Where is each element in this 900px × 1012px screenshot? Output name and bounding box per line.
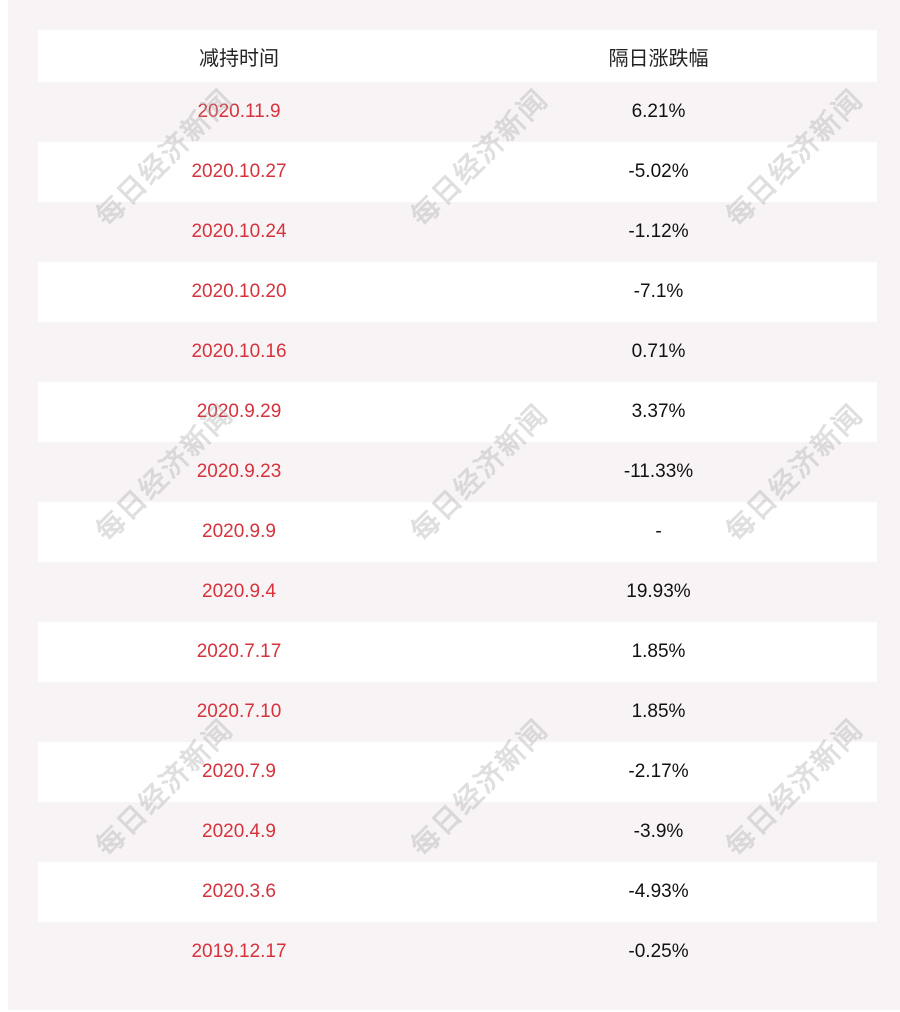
- row-change: 19.93%: [626, 581, 691, 602]
- table-header: 减持时间 隔日涨跌幅: [38, 30, 877, 82]
- table-row: 2020.9.4 19.93%: [38, 562, 877, 622]
- row-change: -4.93%: [628, 881, 689, 902]
- row-date: 2020.4.9: [202, 821, 276, 842]
- table-row: 2020.9.29 3.37%: [38, 382, 877, 442]
- table-row: 2020.10.20 -7.1%: [38, 262, 877, 322]
- row-date: 2020.10.16: [191, 341, 287, 362]
- row-date: 2020.10.20: [191, 281, 287, 302]
- row-change: -5.02%: [628, 161, 689, 182]
- table-row: 2020.7.17 1.85%: [38, 622, 877, 682]
- table-row: 2020.7.9 -2.17%: [38, 742, 877, 802]
- header-next-day-change: 隔日涨跌幅: [608, 45, 709, 70]
- row-date: 2020.10.27: [191, 161, 287, 182]
- reduction-table: 减持时间 隔日涨跌幅 2020.11.9 6.21% 2020.10.27 -5…: [38, 30, 877, 982]
- row-date: 2020.9.29: [196, 401, 282, 422]
- row-date: 2019.12.17: [191, 941, 287, 962]
- row-change: 0.71%: [631, 341, 686, 362]
- row-change: -: [655, 521, 662, 542]
- table-row: 2020.9.9 -: [38, 502, 877, 562]
- row-change: 3.37%: [631, 401, 686, 422]
- header-reduction-time: 减持时间: [199, 45, 279, 70]
- table-row: 2020.9.23 -11.33%: [38, 442, 877, 502]
- row-change: -3.9%: [633, 821, 684, 842]
- row-date: 2020.7.10: [196, 701, 282, 722]
- row-change: -2.17%: [628, 761, 689, 782]
- table-row: 2020.3.6 -4.93%: [38, 862, 877, 922]
- row-date: 2020.10.24: [191, 221, 287, 242]
- row-change: 1.85%: [631, 701, 686, 722]
- row-change: 6.21%: [631, 101, 686, 122]
- row-change: -1.12%: [628, 221, 689, 242]
- table-row: 2020.10.24 -1.12%: [38, 202, 877, 262]
- row-date: 2020.7.9: [202, 761, 276, 782]
- row-date: 2020.7.17: [196, 641, 282, 662]
- table-row: 2019.12.17 -0.25%: [38, 922, 877, 982]
- row-change: -7.1%: [633, 281, 684, 302]
- table-row: 2020.10.16 0.71%: [38, 322, 877, 382]
- row-date: 2020.3.6: [202, 881, 276, 902]
- row-date: 2020.9.4: [202, 581, 276, 602]
- table-row: 2020.10.27 -5.02%: [38, 142, 877, 202]
- row-date: 2020.11.9: [197, 101, 281, 122]
- row-date: 2020.9.9: [202, 521, 276, 542]
- table-row: 2020.4.9 -3.9%: [38, 802, 877, 862]
- table-row: 2020.11.9 6.21%: [38, 82, 877, 142]
- table-row: 2020.7.10 1.85%: [38, 682, 877, 742]
- row-change: -11.33%: [623, 461, 694, 482]
- row-change: 1.85%: [631, 641, 686, 662]
- row-change: -0.25%: [628, 941, 689, 962]
- row-date: 2020.9.23: [196, 461, 282, 482]
